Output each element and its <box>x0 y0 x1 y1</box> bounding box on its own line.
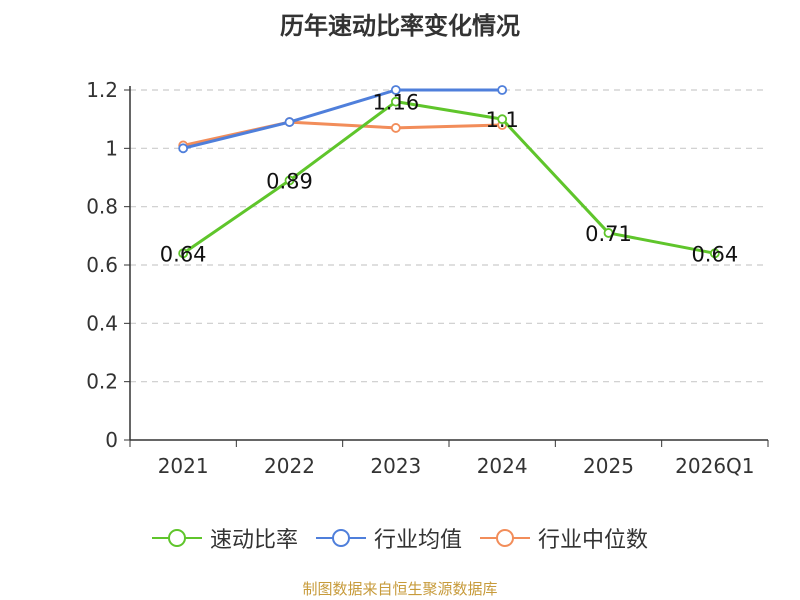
legend: 速动比率 行业均值 行业中位数 <box>0 522 800 554</box>
point-1-3 <box>497 85 508 95</box>
x-tick-label-4: 2025 <box>583 454 634 478</box>
chart-title: 历年速动比率变化情况 <box>280 12 520 40</box>
legend-swatch-quick-ratio <box>151 529 202 547</box>
y-tick-label-5: 1 <box>105 136 118 160</box>
data-label-4: 0.71 <box>585 222 632 246</box>
y-tick-label-1: 0.2 <box>86 370 118 394</box>
point-0-5 <box>709 248 720 259</box>
data-labels: 0.64 0.89 1.16 1.1 0.71 0.64 <box>160 91 738 267</box>
data-source-note: 制图数据来自恒生聚源数据库 <box>302 580 498 598</box>
x-tick-label-0: 2021 <box>158 454 209 478</box>
data-label-5: 0.64 <box>691 242 738 266</box>
x-tick-label-1: 2022 <box>264 454 315 478</box>
x-axis: 2021 2022 2023 2024 2025 2026Q1 <box>129 439 769 478</box>
point-2-2 <box>390 123 401 133</box>
data-label-0: 0.64 <box>160 242 207 266</box>
legend-item-quick-ratio[interactable]: 速动比率 <box>151 522 298 554</box>
data-label-2: 1.16 <box>372 91 419 115</box>
legend-item-industry-median[interactable]: 行业中位数 <box>480 522 648 554</box>
point-1-0 <box>178 143 189 154</box>
x-tick-label-5: 2026Q1 <box>675 454 754 478</box>
point-0-1 <box>284 175 295 186</box>
point-1-1 <box>284 117 295 127</box>
legend-label-industry-mean: 行业均值 <box>373 528 462 553</box>
series-line-1 <box>182 88 503 150</box>
y-tick-label-4: 0.8 <box>86 195 118 219</box>
data-label-1: 0.89 <box>266 169 313 193</box>
legend-item-industry-mean[interactable]: 行业均值 <box>315 522 462 554</box>
series-layer <box>178 85 720 259</box>
data-label-3: 1.1 <box>485 108 518 132</box>
legend-label-industry-median: 行业中位数 <box>538 528 649 553</box>
point-0-3 <box>497 114 508 125</box>
grid-lines <box>130 89 768 383</box>
y-axis: 0 0.2 0.4 0.6 0.8 1 1.2 <box>86 78 131 452</box>
point-0-0 <box>178 248 189 259</box>
point-0-2 <box>390 96 401 107</box>
y-tick-label-2: 0.4 <box>86 311 118 335</box>
y-tick-label-3: 0.6 <box>86 253 118 277</box>
series-line-0 <box>182 100 716 255</box>
y-tick-label-0: 0 <box>105 428 118 452</box>
x-tick-label-3: 2024 <box>477 454 528 478</box>
point-0-4 <box>603 228 614 238</box>
legend-swatch-industry-median <box>480 529 530 547</box>
line-chart: 00.20.40.60.811.2 2021 2022 2023 2024 2025 20… <box>86 78 769 478</box>
legend-label-quick-ratio: 速动比率 <box>209 528 298 553</box>
y-tick-label-6: 1.2 <box>86 78 118 102</box>
legend-swatch-industry-mean <box>315 529 366 547</box>
x-tick-label-2: 2023 <box>370 454 421 478</box>
point-1-2 <box>390 85 401 95</box>
